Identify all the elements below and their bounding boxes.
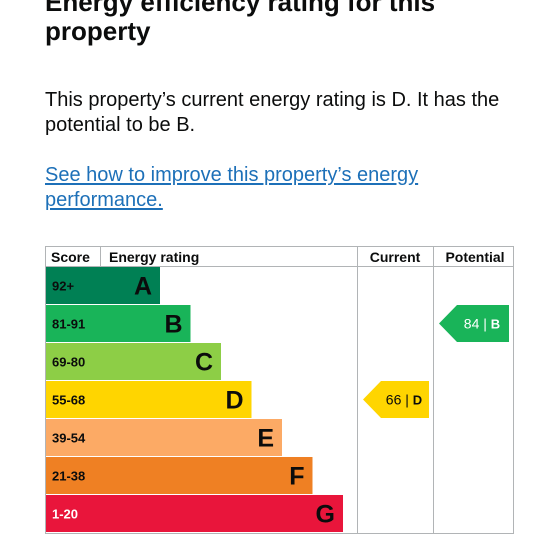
band-range-g: 1-20 — [52, 507, 78, 522]
rating-markers: 66 | D 84 | B — [363, 305, 509, 418]
band-b: 81-91 B — [46, 305, 191, 342]
band-range-b: 81-91 — [52, 317, 85, 332]
band-bar-c — [46, 343, 221, 380]
band-range-e: 39-54 — [52, 431, 86, 446]
band-f: 21-38 F — [46, 457, 313, 494]
band-g: 1-20 G — [46, 495, 343, 532]
potential-rating-marker: 84 | B — [439, 305, 509, 342]
band-range-c: 69-80 — [52, 355, 85, 370]
band-d: 55-68 D — [46, 381, 252, 418]
current-rating-marker-label: 66 | D — [386, 392, 422, 408]
rating-summary: This property’s current energy rating is… — [45, 89, 500, 136]
improve-energy-link[interactable]: See how to improve this property’s energ… — [45, 164, 419, 211]
rating-column-header: Energy rating — [109, 249, 199, 265]
band-bar-d — [46, 381, 252, 418]
band-bar-f — [46, 457, 313, 494]
band-letter-d: D — [225, 387, 243, 415]
band-bar-g — [46, 495, 343, 532]
band-bar-e — [46, 419, 282, 456]
band-letter-f: F — [289, 463, 304, 491]
band-letter-e: E — [257, 425, 274, 453]
band-letter-c: C — [195, 349, 213, 377]
band-bar-a — [46, 267, 160, 304]
potential-rating-marker-label: 84 | B — [464, 316, 500, 332]
band-letter-a: A — [134, 273, 152, 301]
current-column-header: Current — [370, 249, 421, 265]
chart-grid — [45, 246, 514, 534]
band-range-a: 92+ — [52, 279, 74, 294]
current-rating-marker: 66 | D — [363, 381, 429, 418]
current-rating-marker-arrow — [363, 381, 429, 418]
band-e: 39-54 E — [46, 419, 282, 456]
band-letter-b: B — [164, 311, 182, 339]
band-range-f: 21-38 — [52, 469, 85, 484]
page-heading: Energy efficiency rating for this proper… — [45, 0, 436, 46]
potential-rating-marker-arrow — [439, 305, 509, 342]
band-a: 92+ A — [46, 267, 160, 304]
band-range-d: 55-68 — [52, 393, 85, 408]
band-c: 69-80 C — [46, 343, 221, 380]
rating-bands: 92+ A 81-91 B 69-80 C 55-68 D 39-54 E 21-38 F 1-20 G — [46, 267, 343, 532]
potential-column-header: Potential — [445, 249, 504, 265]
band-letter-g: G — [316, 501, 335, 529]
band-bar-b — [46, 305, 191, 342]
score-column-header: Score — [51, 249, 90, 265]
